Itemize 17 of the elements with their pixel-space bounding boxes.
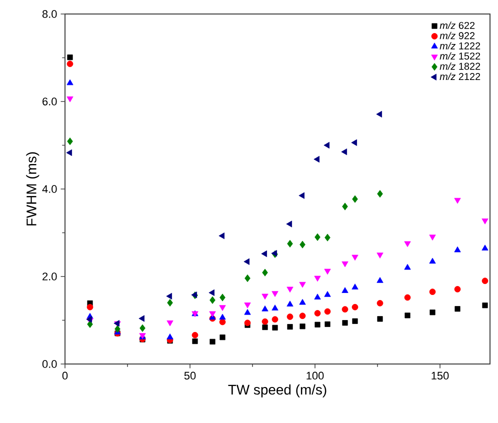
legend-label: m/z 1522 <box>440 52 480 60</box>
x-tick-label: 0 <box>62 372 68 380</box>
y-tick-label: 2.0 <box>42 272 57 280</box>
y-tick-label: 4.0 <box>42 185 57 193</box>
x-tick-label: 100 <box>306 372 324 380</box>
y-tick-label: 6.0 <box>42 98 57 106</box>
legend-label: m/z 1822 <box>440 62 480 70</box>
y-tick-label: 0.0 <box>42 360 57 368</box>
legend-label: m/z 1222 <box>440 42 480 50</box>
x-tick-label: 50 <box>184 372 196 380</box>
legend-label: m/z 622 <box>440 22 475 29</box>
y-axis-title: FWHM (ms) <box>26 152 40 226</box>
x-axis-title: TW speed (m/s) <box>228 384 326 398</box>
legend-label: m/z 2122 <box>440 72 480 80</box>
legend-label: m/z 922 <box>440 32 475 40</box>
x-tick-label: 150 <box>432 372 449 380</box>
y-tick-label: 8.0 <box>42 10 57 18</box>
